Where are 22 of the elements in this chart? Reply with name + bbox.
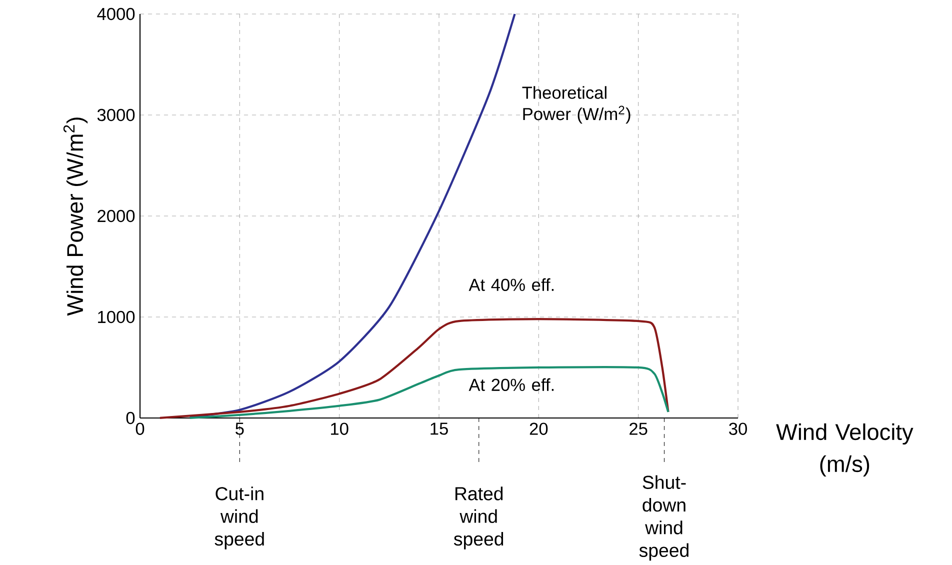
series-label: At 40% eff. (468, 278, 554, 291)
x-tick-label: 0 (136, 422, 144, 435)
line-series (188, 366, 670, 419)
x-tick-label: 30 (729, 422, 747, 435)
y-tick-label: 4000 (97, 8, 135, 20)
series-label: At 20% eff. (468, 378, 554, 391)
x-tick-label: 25 (630, 422, 648, 435)
y-tick-label: 2000 (98, 210, 135, 222)
x-tick-label: 15 (430, 422, 448, 435)
y-tick-label: 0 (126, 412, 135, 424)
ref-line-label: Shut-down wind speed (639, 475, 688, 561)
y-tick-label: 3000 (97, 108, 135, 122)
y-axis-title: Wind Power (W/m$^{2}$) (63, 118, 88, 316)
x-tick-label: 5 (236, 422, 244, 435)
y-tick-label: 1000 (98, 310, 135, 324)
x-tick-label: 20 (530, 422, 548, 435)
series-label: Theoretical Power (W/m$^{2}$) (522, 86, 630, 124)
ref-line-label: Rated wind speed (454, 486, 504, 550)
line-series (158, 318, 670, 419)
x-axis-title: Wind Velocity (m/s) (776, 423, 914, 476)
ref-line-label: Cut-in wind speed (214, 486, 264, 550)
x-tick-label: 10 (331, 422, 348, 435)
